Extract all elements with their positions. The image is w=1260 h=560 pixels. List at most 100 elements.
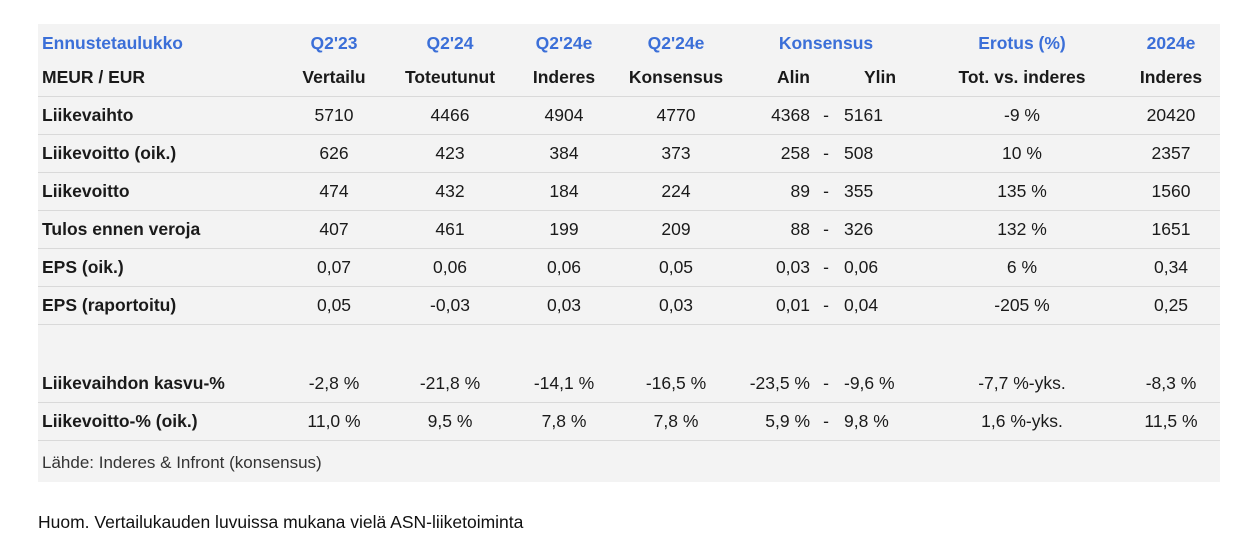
units-label: MEUR / EUR [42,67,146,87]
cell-ylin: 508 [844,143,874,163]
cell-range-dash: - [823,295,829,315]
cell-2024e: 20420 [1146,105,1196,125]
cell-range-dash: - [823,257,829,277]
col-subheader-konsensus: Konsensus [628,67,724,87]
cell-q224: 432 [435,181,465,201]
row-label: Liikevoitto-% (oik.) [42,411,198,431]
cell-q223: 11,0 % [307,411,361,431]
cell-q224: 9,5 % [427,411,473,431]
cell-2024e: 1651 [1151,219,1191,239]
col-subheader-alin: Alin [776,67,810,87]
cell-ylin: 0,04 [844,295,879,315]
cell-alin: 0,01 [775,295,810,315]
cell-inderes: 184 [549,181,579,201]
row-label: Liikevaihdon kasvu-% [42,373,225,393]
col-subheader-inderes: Inderes [532,67,596,87]
cell-q223: -2,8 % [308,373,360,393]
col-header-q224e-konsensus: Q2'24e [647,33,705,53]
table-row: Liikevoitto-% (oik.) 11,0 % 9,5 % 7,8 % … [38,402,1220,441]
cell-konsensus: 0,05 [658,257,694,277]
row-label: Liikevaihto [42,105,134,125]
cell-konsensus: 209 [661,219,691,239]
cell-q224: 423 [435,143,465,163]
cell-alin: 88 [790,219,810,239]
cell-erotus: 132 % [997,219,1047,239]
col-subheader-ylin: Ylin [864,67,897,87]
table-row: Liikevaihto 5710 4466 4904 4770 4368 - 5… [38,96,1220,135]
cell-ylin: -9,6 % [844,373,895,393]
cell-konsensus: 224 [661,181,691,201]
col-header-q224: Q2'24 [426,33,474,53]
col-subheader-inderes-2024: Inderes [1139,67,1203,87]
col-header-q223: Q2'23 [310,33,358,53]
cell-alin: 0,03 [775,257,810,277]
table-title: Ennustetaulukko [42,33,183,53]
cell-inderes: 7,8 % [541,411,587,431]
cell-range-dash: - [823,373,829,393]
col-header-q224e-inderes: Q2'24e [535,33,593,53]
footnote: Huom. Vertailukauden luvuissa mukana vie… [38,512,524,532]
cell-ylin: 355 [844,181,874,201]
cell-inderes: -14,1 % [533,373,595,393]
cell-ylin: 5161 [844,105,883,125]
cell-erotus: 6 % [1006,257,1038,277]
row-label: Liikevoitto [42,181,130,201]
cell-konsensus: -16,5 % [645,373,707,393]
cell-q223: 626 [319,143,349,163]
header-row-1: Ennustetaulukko Q2'23 Q2'24 Q2'24e Q2'24… [38,24,1220,62]
cell-erotus: 135 % [997,181,1047,201]
cell-alin: 89 [790,181,810,201]
forecast-table: Ennustetaulukko Q2'23 Q2'24 Q2'24e Q2'24… [38,24,1220,482]
table-row: Tulos ennen veroja 407 461 199 209 88 - … [38,210,1220,249]
cell-q223: 407 [319,219,349,239]
table-row: Liikevoitto (oik.) 626 423 384 373 258 -… [38,134,1220,173]
cell-q223: 474 [319,181,349,201]
cell-q223: 5710 [314,105,354,125]
cell-erotus: -9 % [1004,105,1040,125]
cell-2024e: 0,25 [1153,295,1189,315]
col-header-konsensus: Konsensus [778,33,874,53]
table-row: EPS (oik.) 0,07 0,06 0,06 0,05 0,03 - 0,… [38,248,1220,287]
cell-q224: -0,03 [430,295,470,315]
cell-alin: -23,5 % [749,373,810,393]
row-label: EPS (oik.) [42,257,124,277]
cell-alin: 4368 [771,105,810,125]
cell-erotus: 1,6 %-yks. [981,411,1063,431]
table-row: EPS (raportoitu) 0,05 -0,03 0,03 0,03 0,… [38,286,1220,325]
table-row: Liikevoitto 474 432 184 224 89 - 355 135… [38,172,1220,211]
cell-ylin: 0,06 [844,257,879,277]
row-label: EPS (raportoitu) [42,295,177,315]
cell-alin: 258 [780,143,810,163]
col-header-2024e: 2024e [1146,33,1196,53]
row-label: Tulos ennen veroja [42,219,201,239]
cell-2024e: 1560 [1151,181,1191,201]
row-label: Liikevoitto (oik.) [42,143,177,163]
cell-q223: 0,05 [316,295,352,315]
cell-2024e: 2357 [1151,143,1191,163]
cell-range-dash: - [823,181,829,201]
cell-erotus: -7,7 %-yks. [978,373,1066,393]
cell-inderes: 0,06 [546,257,582,277]
cell-q224: 0,06 [432,257,468,277]
col-header-erotus: Erotus (%) [978,33,1066,53]
cell-alin: 5,9 % [765,411,810,431]
cell-ylin: 9,8 % [844,411,889,431]
col-subheader-tot-vs-inderes: Tot. vs. inderes [958,67,1086,87]
cell-inderes: 4904 [544,105,584,125]
cell-erotus: 10 % [1002,143,1042,163]
cell-ylin: 326 [844,219,874,239]
col-subheader-toteutunut: Toteutunut [404,67,496,87]
cell-2024e: -8,3 % [1145,373,1197,393]
cell-2024e: 11,5 % [1144,411,1198,431]
header-row-2: MEUR / EUR Vertailu Toteutunut Inderes K… [38,58,1220,97]
cell-erotus: -205 % [994,295,1050,315]
cell-q224: 4466 [430,105,470,125]
cell-range-dash: - [823,143,829,163]
cell-q224: -21,8 % [419,373,481,393]
cell-konsensus: 7,8 % [653,411,699,431]
cell-inderes: 384 [549,143,579,163]
cell-range-dash: - [823,219,829,239]
cell-inderes: 0,03 [546,295,582,315]
cell-q224: 461 [435,219,465,239]
cell-konsensus: 0,03 [658,295,694,315]
